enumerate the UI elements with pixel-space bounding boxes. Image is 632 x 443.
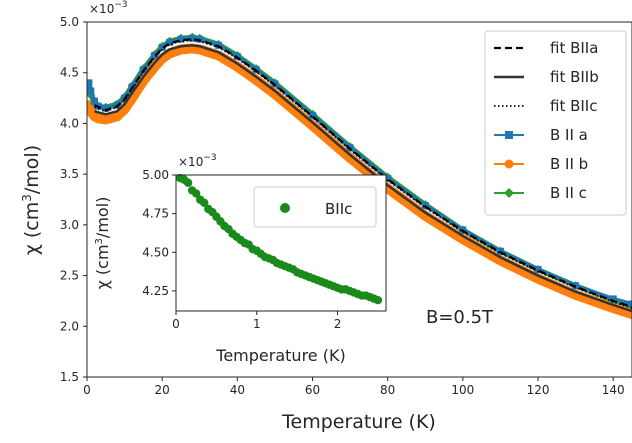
inset-legend: BIIc: [253, 186, 377, 228]
main-series-layer: [87, 32, 632, 320]
main-x-axis-ticks: 0 20 40 60 80 100 120 140: [83, 377, 625, 397]
y-tick-label: 5.0: [60, 15, 79, 29]
series-b-ii-b-point: [101, 114, 111, 124]
series-fit-biia-line: [94, 38, 632, 309]
inset-legend-box: [253, 186, 377, 228]
inset-data-point: [191, 189, 201, 198]
legend-swatch-marker: [505, 131, 513, 139]
inset-offset-text: ×10−3: [178, 153, 217, 169]
legend-label: B II b: [550, 155, 588, 173]
series-b-ii-b-point: [112, 111, 122, 121]
x-tick-label: 20: [155, 383, 170, 397]
main-legend: fit BIIa fit BIIb fit BIIc B II a B II b B II…: [484, 30, 627, 216]
series-b-ii-a-point: [87, 79, 93, 87]
inset-x-tick-label: 2: [334, 317, 342, 331]
series-b-ii-b-point: [93, 113, 103, 123]
series-b-ii-a-point: [151, 51, 159, 59]
inset-plot: 0 1 2 4.25 4.50 4.75 5.00 ×10−3 Temperature (…: [93, 153, 387, 365]
legend-entry-b-ii-b: B II b: [494, 155, 588, 173]
inset-y-tick-label: 4.75: [142, 207, 169, 221]
legend-label: B II a: [550, 126, 588, 144]
legend-entry-fit-biib: fit BIIb: [494, 68, 599, 86]
inset-legend-entry: BIIc: [280, 200, 352, 218]
legend-entry-b-ii-a: B II a: [494, 126, 588, 144]
main-legend-entries: fit BIIa fit BIIb fit BIIc B II a B II b B II…: [494, 39, 599, 202]
inset-legend-marker: [280, 203, 290, 213]
inset-y-axis-label: χ (cm3/mol): [93, 197, 112, 290]
main-x-axis-label: Temperature (K): [281, 411, 436, 433]
main-plot-frame: [86, 21, 632, 378]
inset-series-layer: [175, 173, 383, 305]
series-b-ii-a-point: [384, 174, 392, 182]
field-annotation: B=0.5T: [426, 307, 494, 328]
inset-x-tick-label: 1: [253, 317, 261, 331]
series-b-ii-a-point: [177, 35, 185, 43]
inset-data-point: [183, 178, 193, 187]
series-b-ii-a-point: [158, 43, 166, 51]
legend-entry-b-ii-c: B II c: [494, 184, 587, 202]
main-y-axis-label: χ (cm3/mol): [20, 145, 43, 255]
x-tick-label: 80: [380, 383, 395, 397]
main-plot: 0 20 40 60 80 100 120 140 1.52.02.53.03.54.04.5…: [20, 0, 632, 433]
inset-y-axis-ticks: 4.25 4.50 4.75 5.00: [142, 168, 176, 298]
inset-plot-frame: [175, 174, 387, 312]
main-offset-text: ×10−3: [89, 0, 128, 16]
series-b-ii-a-point: [534, 265, 542, 273]
y-tick-label: 2.0: [60, 319, 79, 333]
x-tick-label: 140: [602, 383, 625, 397]
x-tick-label: 100: [451, 383, 474, 397]
y-tick-label: 1.5: [60, 370, 79, 384]
inset-legend-entries: BIIc: [280, 200, 352, 218]
series-b-ii-a-point: [166, 38, 174, 46]
series-b-ii-a-point: [628, 300, 632, 308]
series-b-ii-a-point: [309, 111, 317, 119]
legend-label: B II c: [550, 184, 587, 202]
x-tick-label: 120: [527, 383, 550, 397]
y-tick-label: 4.0: [60, 116, 79, 130]
legend-entry-fit-biia: fit BIIa: [494, 39, 598, 57]
main-y-axis-ticks: 1.5 2.0 2.5 3.0 3.5 4.0 4.5 5.0: [60, 15, 87, 384]
inset-y-tick-label: 4.50: [142, 245, 169, 259]
series-b-ii-a-point: [102, 104, 110, 112]
legend-label: fit BIIc: [550, 97, 597, 115]
inset-x-axis-label: Temperature (K): [215, 346, 345, 365]
legend-entry-fit-biic: fit BIIc: [494, 97, 597, 115]
series-b-ii-a-point: [91, 97, 99, 105]
x-tick-label: 60: [305, 383, 320, 397]
inset-data-point: [200, 198, 209, 208]
inset-y-tick-label: 4.25: [142, 284, 169, 298]
y-tick-label: 3.0: [60, 218, 79, 232]
series-fit-biib-line: [94, 44, 632, 313]
inset-y-tick-label: 5.00: [142, 168, 169, 182]
x-tick-label: 40: [230, 383, 245, 397]
y-tick-label: 2.5: [60, 269, 79, 283]
y-tick-label: 3.5: [60, 167, 79, 181]
series-b-ii-a-point: [87, 87, 95, 95]
inset-x-tick-label: 0: [172, 317, 180, 331]
x-tick-label: 0: [83, 383, 91, 397]
legend-swatch-marker: [504, 188, 514, 198]
inset-data-point: [373, 295, 383, 305]
legend-swatch-marker: [504, 159, 514, 169]
y-tick-label: 4.5: [60, 66, 79, 80]
series-b-ii-a-point: [609, 295, 617, 303]
series-b-ii-a-point: [188, 34, 196, 42]
legend-label: fit BIIb: [550, 68, 599, 86]
inset-legend-label: BIIc: [325, 200, 352, 218]
inset-x-axis-ticks: 0 1 2: [172, 311, 341, 331]
legend-label: fit BIIa: [550, 39, 598, 57]
